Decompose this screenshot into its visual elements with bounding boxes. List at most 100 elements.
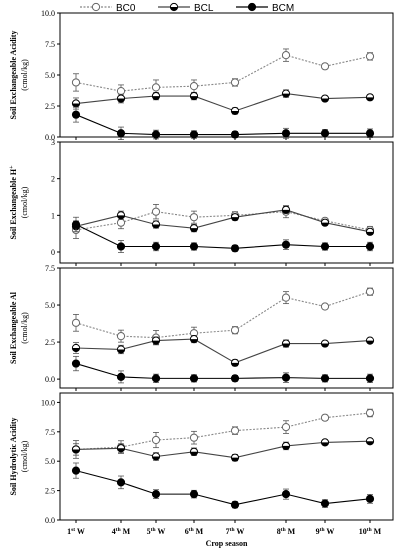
data-point	[320, 438, 330, 447]
series-bc0	[71, 48, 375, 98]
data-point	[116, 242, 126, 251]
data-point	[320, 242, 330, 251]
data-point	[71, 99, 81, 108]
series-line	[75, 211, 371, 231]
data-point	[151, 452, 161, 461]
data-point	[320, 94, 330, 103]
data-point	[365, 52, 375, 61]
y-tick-label: 3	[51, 138, 55, 147]
plot-frame	[59, 267, 394, 389]
x-tick-label: 7th W	[226, 527, 245, 536]
x-tick-label-season: W	[235, 527, 245, 536]
y-tick-label: 2.5	[45, 487, 55, 496]
x-tick-label-season: M	[372, 527, 382, 536]
data-point	[189, 213, 199, 222]
x-tick-label-sup: th	[367, 527, 372, 533]
data-point	[320, 302, 330, 311]
data-point	[230, 213, 240, 222]
y-tick-label: 1	[51, 211, 55, 220]
y-axis-unit: (cmol/kg)	[20, 59, 29, 91]
legend-label: BCM	[272, 3, 294, 14]
panel-2: 0 1 2 3 Soil Exchangeable H+(cmol/kg)	[9, 138, 394, 266]
series-line	[75, 440, 371, 459]
y-tick-label: 5.0	[45, 457, 55, 466]
data-point	[281, 373, 291, 382]
data-point	[189, 130, 199, 139]
data-point	[116, 129, 126, 138]
legend-item-bcm: BCM	[236, 2, 294, 14]
series-bcl	[71, 89, 375, 116]
series-bc0	[71, 287, 375, 346]
data-point	[151, 130, 161, 139]
data-point	[281, 129, 291, 138]
data-point	[189, 433, 199, 442]
plot-frame	[59, 141, 394, 264]
data-point	[189, 91, 199, 101]
data-point	[230, 78, 240, 87]
series-bcm	[71, 216, 375, 253]
x-tick-label-season: W	[156, 527, 166, 536]
panel-3: 0.0 2.5 5.0 7.5 Soil Exchangeable Al (cmol/kg…	[9, 264, 394, 391]
y-tick-label: 2	[51, 175, 55, 184]
series-bc0	[71, 408, 375, 459]
series-line	[75, 470, 371, 506]
y-tick-label: 5.0	[45, 71, 55, 80]
data-point	[116, 218, 126, 227]
data-point	[230, 358, 240, 367]
data-point	[281, 240, 291, 249]
x-tick-label-season: M	[286, 527, 296, 536]
x-axis-label: Crop season	[206, 539, 248, 548]
x-tick-label: 1st W	[67, 527, 85, 536]
legend-marker	[169, 2, 179, 12]
data-point	[230, 106, 240, 116]
series-bcm	[71, 106, 375, 140]
data-point	[365, 374, 375, 383]
data-point	[189, 224, 199, 233]
y-axis-unit: (cmol/kg)	[20, 312, 29, 344]
x-tick-label: 9th W	[316, 527, 335, 536]
y-tick-label: 2.5	[45, 338, 55, 347]
data-point	[230, 130, 240, 139]
data-point	[281, 339, 291, 348]
x-tick-label-sup: st	[71, 527, 75, 533]
data-point	[116, 444, 126, 453]
data-point	[365, 336, 375, 345]
data-point	[151, 435, 161, 445]
data-point	[230, 426, 240, 435]
series-bcl	[71, 437, 375, 462]
data-point	[116, 372, 126, 381]
legend-marker	[91, 2, 101, 12]
legend-label: BCL	[194, 3, 214, 14]
y-tick-label: 2.5	[45, 102, 55, 111]
series-bcm	[71, 355, 375, 384]
x-tick-label-season: M	[194, 527, 204, 536]
data-point	[230, 500, 240, 509]
x-tick-label-sup: th	[116, 527, 121, 533]
data-point	[230, 453, 240, 462]
data-point	[320, 129, 330, 138]
data-point	[116, 478, 126, 487]
data-point	[189, 242, 199, 251]
y-tick-label: 5.0	[45, 301, 55, 310]
data-point	[71, 445, 81, 454]
data-point	[281, 293, 291, 302]
y-axis-label: Soil Exchangeable H+	[9, 165, 18, 240]
y-tick-label: 0.0	[45, 133, 55, 142]
data-point	[71, 110, 81, 119]
data-point	[230, 374, 240, 383]
data-point	[71, 343, 81, 353]
series-bcm	[71, 462, 375, 509]
series-line	[75, 291, 371, 339]
legend-item-bc0: BC0	[80, 2, 136, 14]
data-point	[151, 490, 161, 499]
y-axis-label: Soil Exchangeable Acidity	[9, 31, 18, 120]
x-tick-label: 4th M	[112, 527, 131, 536]
data-point	[116, 94, 126, 103]
x-tick-label: 6th M	[185, 527, 204, 536]
legend-marker	[247, 2, 257, 12]
data-point	[320, 499, 330, 508]
data-point	[320, 62, 330, 71]
data-point	[71, 466, 81, 475]
plot-frame	[59, 392, 394, 521]
